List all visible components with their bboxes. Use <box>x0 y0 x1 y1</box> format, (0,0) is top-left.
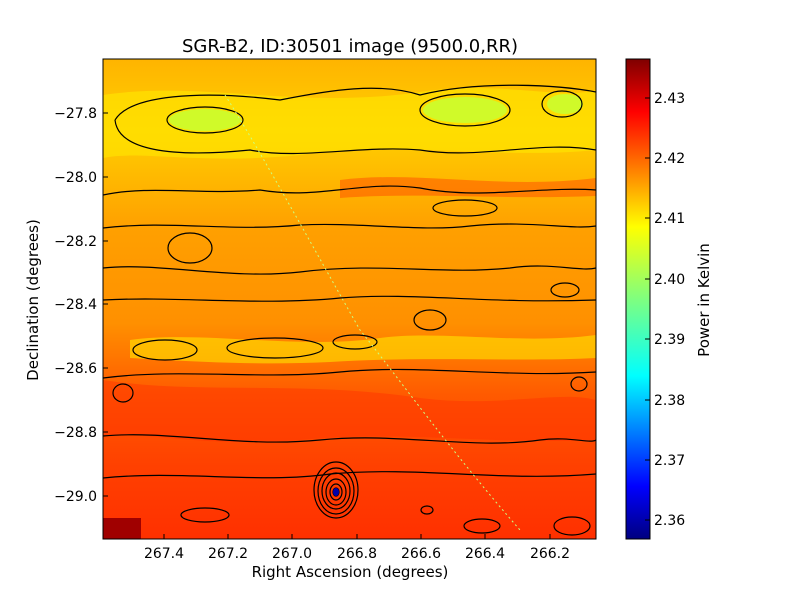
contour <box>226 337 324 359</box>
contour <box>463 518 501 534</box>
y-tick-label: −28.0 <box>54 170 97 186</box>
contour <box>103 368 596 379</box>
y-tick-label: −29.0 <box>54 489 97 505</box>
colorbar-tick-label: 2.37 <box>654 453 685 469</box>
y-tick-label: −28.6 <box>54 361 97 377</box>
contour <box>132 339 198 361</box>
x-tick-label: 266.6 <box>401 546 441 562</box>
heatmap-area <box>103 59 596 539</box>
contour <box>103 295 596 302</box>
colorbar-tick-label: 2.41 <box>654 211 685 227</box>
contour <box>541 90 583 118</box>
minimum-core <box>333 488 339 496</box>
colorbar-tick-label: 2.39 <box>654 332 685 348</box>
contour <box>180 507 230 523</box>
colorbar-tick-label: 2.40 <box>654 272 685 288</box>
colorbar-tick-label: 2.43 <box>654 91 685 107</box>
minimum-contour <box>321 472 351 510</box>
y-axis: −27.8 −28.0 −28.2 −28.4 −28.6 −28.8 −29.… <box>24 106 108 505</box>
contour <box>167 232 213 264</box>
x-tick-label: 266.2 <box>530 546 570 562</box>
colorbar-tick-label: 2.38 <box>654 393 685 409</box>
contour <box>419 93 511 127</box>
contour <box>103 265 596 275</box>
contour <box>103 185 596 196</box>
minimum-contour <box>325 478 347 506</box>
colorbar-ticks <box>645 97 650 521</box>
contour <box>570 376 588 392</box>
x-tick-label: 266.8 <box>337 546 377 562</box>
contour <box>432 199 498 217</box>
x-tick-label: 267.4 <box>144 546 184 562</box>
y-tick-label: −27.8 <box>54 106 97 122</box>
minimum-contour <box>317 467 355 515</box>
colorbar: 2.36 2.37 2.38 2.39 2.40 2.41 2.42 2.43 … <box>625 58 713 540</box>
contour <box>112 383 134 403</box>
green-patch <box>423 97 507 123</box>
red-band <box>340 177 596 198</box>
green-patch <box>547 94 583 114</box>
green-patch <box>169 109 241 131</box>
y-tick-label: −28.8 <box>54 425 97 441</box>
contour <box>332 334 378 350</box>
x-tick-marks <box>163 534 551 539</box>
contour <box>114 84 596 121</box>
red-band <box>103 380 596 443</box>
colorbar-gradient <box>625 58 651 540</box>
colorbar-tick-label: 2.36 <box>654 513 685 529</box>
dark-red-corner <box>103 518 141 539</box>
contour <box>166 106 244 134</box>
contour-lines <box>103 84 596 536</box>
contour <box>553 516 591 536</box>
contour <box>103 434 596 444</box>
contour <box>114 119 596 155</box>
y-tick-marks <box>103 112 108 497</box>
scan-track-line <box>224 94 521 531</box>
x-tick-label: 266.4 <box>465 546 505 562</box>
x-axis-label: Right Ascension (degrees) <box>252 563 449 581</box>
contour <box>550 282 580 298</box>
minimum-contour <box>329 483 343 501</box>
y-axis-label: Declination (degrees) <box>24 219 42 381</box>
x-tick-label: 267.2 <box>208 546 248 562</box>
plot-frame <box>102 58 597 540</box>
y-tick-label: −28.4 <box>54 297 97 313</box>
minimum-contour <box>313 461 359 519</box>
colorbar-tick-label: 2.42 <box>654 151 685 167</box>
chart-title: SGR-B2, ID:30501 image (9500.0,RR) <box>182 36 518 57</box>
contour <box>103 223 596 229</box>
x-tick-label: 267.0 <box>272 546 312 562</box>
contour <box>413 309 447 331</box>
x-axis: 267.4 267.2 267.0 266.8 266.6 266.4 266.… <box>144 534 570 581</box>
colorbar-label: Power in Kelvin <box>695 243 713 357</box>
contour <box>420 505 434 515</box>
y-tick-label: −28.2 <box>54 234 97 250</box>
